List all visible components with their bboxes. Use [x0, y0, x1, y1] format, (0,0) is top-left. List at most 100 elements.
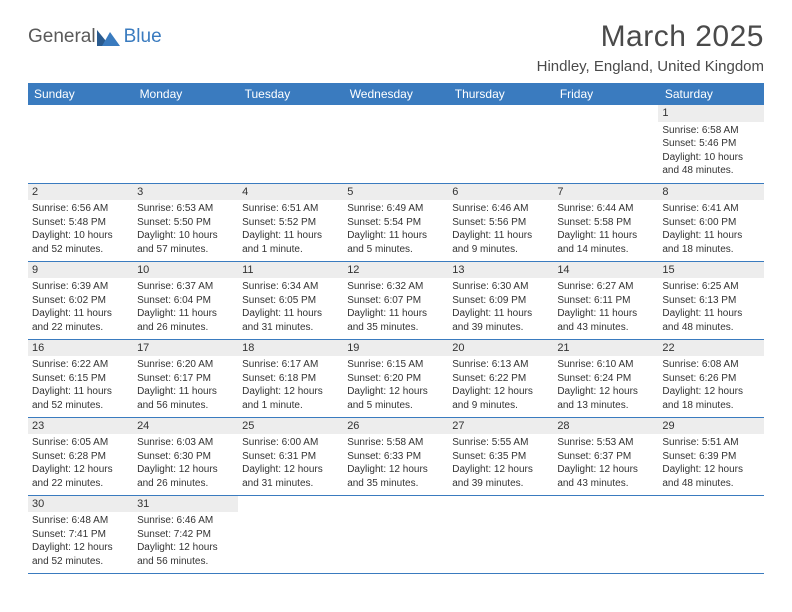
daylight-text: Daylight: 11 hours and 26 minutes. — [137, 307, 234, 334]
daylight-text: Daylight: 11 hours and 35 minutes. — [347, 307, 444, 334]
calendar-day-cell — [133, 105, 238, 183]
sunrise-text: Sunrise: 6:03 AM — [137, 436, 234, 450]
daylight-text: Daylight: 12 hours and 39 minutes. — [452, 463, 549, 490]
calendar-day-cell: 7Sunrise: 6:44 AMSunset: 5:58 PMDaylight… — [553, 183, 658, 261]
calendar-week-row: 30Sunrise: 6:48 AMSunset: 7:41 PMDayligh… — [28, 495, 764, 573]
day-number: 4 — [238, 184, 343, 201]
sunrise-text: Sunrise: 6:15 AM — [347, 358, 444, 372]
calendar-day-cell: 6Sunrise: 6:46 AMSunset: 5:56 PMDaylight… — [448, 183, 553, 261]
daylight-text: Daylight: 11 hours and 43 minutes. — [557, 307, 654, 334]
sunset-text: Sunset: 6:18 PM — [242, 372, 339, 386]
daylight-text: Daylight: 11 hours and 31 minutes. — [242, 307, 339, 334]
daylight-text: Daylight: 12 hours and 56 minutes. — [137, 541, 234, 568]
day-number: 23 — [28, 418, 133, 435]
day-number: 1 — [658, 105, 763, 122]
sunset-text: Sunset: 6:07 PM — [347, 294, 444, 308]
calendar-day-cell: 29Sunrise: 5:51 AMSunset: 6:39 PMDayligh… — [658, 417, 763, 495]
daylight-text: Daylight: 11 hours and 22 minutes. — [32, 307, 129, 334]
weekday-header: Wednesday — [343, 83, 448, 105]
weekday-header: Monday — [133, 83, 238, 105]
calendar-day-cell: 20Sunrise: 6:13 AMSunset: 6:22 PMDayligh… — [448, 339, 553, 417]
calendar-body: 1Sunrise: 6:58 AMSunset: 5:46 PMDaylight… — [28, 105, 764, 573]
daylight-text: Daylight: 11 hours and 9 minutes. — [452, 229, 549, 256]
flag-icon — [96, 28, 122, 48]
day-number: 11 — [238, 262, 343, 279]
daylight-text: Daylight: 12 hours and 5 minutes. — [347, 385, 444, 412]
calendar-day-cell: 10Sunrise: 6:37 AMSunset: 6:04 PMDayligh… — [133, 261, 238, 339]
day-number: 5 — [343, 184, 448, 201]
daylight-text: Daylight: 11 hours and 48 minutes. — [662, 307, 759, 334]
daylight-text: Daylight: 11 hours and 5 minutes. — [347, 229, 444, 256]
calendar-day-cell: 3Sunrise: 6:53 AMSunset: 5:50 PMDaylight… — [133, 183, 238, 261]
day-number: 21 — [553, 340, 658, 357]
daylight-text: Daylight: 11 hours and 14 minutes. — [557, 229, 654, 256]
calendar-day-cell: 31Sunrise: 6:46 AMSunset: 7:42 PMDayligh… — [133, 495, 238, 573]
daylight-text: Daylight: 12 hours and 13 minutes. — [557, 385, 654, 412]
calendar-day-cell: 19Sunrise: 6:15 AMSunset: 6:20 PMDayligh… — [343, 339, 448, 417]
sunset-text: Sunset: 5:58 PM — [557, 216, 654, 230]
logo: General Blue — [28, 20, 162, 48]
daylight-text: Daylight: 11 hours and 56 minutes. — [137, 385, 234, 412]
day-number: 3 — [133, 184, 238, 201]
daylight-text: Daylight: 12 hours and 43 minutes. — [557, 463, 654, 490]
day-number: 17 — [133, 340, 238, 357]
sunset-text: Sunset: 6:24 PM — [557, 372, 654, 386]
daylight-text: Daylight: 12 hours and 18 minutes. — [662, 385, 759, 412]
calendar-day-cell — [343, 105, 448, 183]
daylight-text: Daylight: 12 hours and 35 minutes. — [347, 463, 444, 490]
sunrise-text: Sunrise: 6:46 AM — [452, 202, 549, 216]
calendar-day-cell — [553, 495, 658, 573]
day-number: 27 — [448, 418, 553, 435]
day-number: 2 — [28, 184, 133, 201]
calendar-day-cell: 8Sunrise: 6:41 AMSunset: 6:00 PMDaylight… — [658, 183, 763, 261]
weekday-header: Friday — [553, 83, 658, 105]
sunset-text: Sunset: 6:31 PM — [242, 450, 339, 464]
day-number: 7 — [553, 184, 658, 201]
sunset-text: Sunset: 6:28 PM — [32, 450, 129, 464]
day-number: 31 — [133, 496, 238, 513]
sunset-text: Sunset: 6:11 PM — [557, 294, 654, 308]
calendar-day-cell — [238, 105, 343, 183]
daylight-text: Daylight: 11 hours and 52 minutes. — [32, 385, 129, 412]
calendar-week-row: 1Sunrise: 6:58 AMSunset: 5:46 PMDaylight… — [28, 105, 764, 183]
calendar-day-cell: 15Sunrise: 6:25 AMSunset: 6:13 PMDayligh… — [658, 261, 763, 339]
day-number: 9 — [28, 262, 133, 279]
weekday-header: Sunday — [28, 83, 133, 105]
daylight-text: Daylight: 11 hours and 39 minutes. — [452, 307, 549, 334]
day-number — [238, 105, 343, 122]
sunrise-text: Sunrise: 6:56 AM — [32, 202, 129, 216]
sunrise-text: Sunrise: 6:20 AM — [137, 358, 234, 372]
calendar-day-cell: 21Sunrise: 6:10 AMSunset: 6:24 PMDayligh… — [553, 339, 658, 417]
sunset-text: Sunset: 6:30 PM — [137, 450, 234, 464]
calendar-day-cell: 9Sunrise: 6:39 AMSunset: 6:02 PMDaylight… — [28, 261, 133, 339]
calendar-week-row: 2Sunrise: 6:56 AMSunset: 5:48 PMDaylight… — [28, 183, 764, 261]
sunset-text: Sunset: 6:17 PM — [137, 372, 234, 386]
sunset-text: Sunset: 6:39 PM — [662, 450, 759, 464]
sunrise-text: Sunrise: 6:39 AM — [32, 280, 129, 294]
calendar-day-cell: 14Sunrise: 6:27 AMSunset: 6:11 PMDayligh… — [553, 261, 658, 339]
day-number — [448, 496, 553, 513]
weekday-header: Tuesday — [238, 83, 343, 105]
day-number: 19 — [343, 340, 448, 357]
day-number: 8 — [658, 184, 763, 201]
day-number — [343, 105, 448, 122]
day-number: 25 — [238, 418, 343, 435]
day-number: 26 — [343, 418, 448, 435]
sunrise-text: Sunrise: 6:48 AM — [32, 514, 129, 528]
sunrise-text: Sunrise: 6:58 AM — [662, 124, 759, 138]
calendar-day-cell: 13Sunrise: 6:30 AMSunset: 6:09 PMDayligh… — [448, 261, 553, 339]
calendar-day-cell — [28, 105, 133, 183]
day-number — [238, 496, 343, 513]
calendar-day-cell — [448, 105, 553, 183]
daylight-text: Daylight: 12 hours and 22 minutes. — [32, 463, 129, 490]
logo-text-blue: Blue — [124, 26, 162, 48]
calendar-day-cell — [553, 105, 658, 183]
sunrise-text: Sunrise: 6:37 AM — [137, 280, 234, 294]
day-number — [553, 496, 658, 513]
calendar-day-cell: 12Sunrise: 6:32 AMSunset: 6:07 PMDayligh… — [343, 261, 448, 339]
sunrise-text: Sunrise: 5:53 AM — [557, 436, 654, 450]
day-number — [658, 496, 763, 513]
calendar-week-row: 23Sunrise: 6:05 AMSunset: 6:28 PMDayligh… — [28, 417, 764, 495]
sunrise-text: Sunrise: 5:51 AM — [662, 436, 759, 450]
sunset-text: Sunset: 5:50 PM — [137, 216, 234, 230]
